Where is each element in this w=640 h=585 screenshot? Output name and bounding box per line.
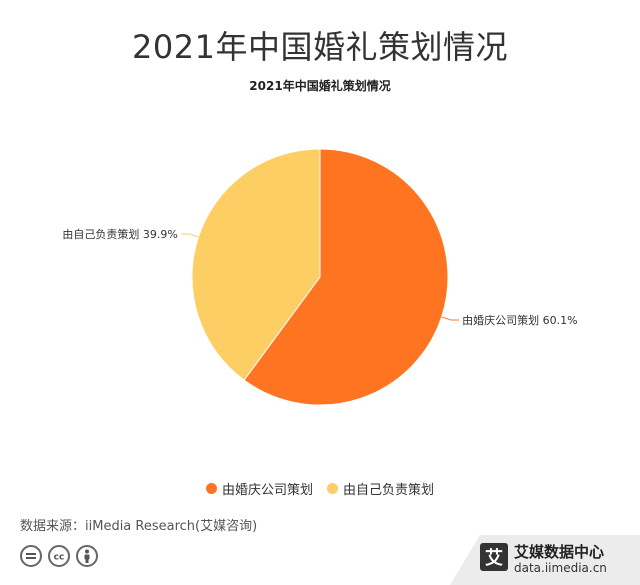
brand-url[interactable]: data.iimedia.cn xyxy=(514,561,607,575)
chart-subtitle: 2021年中国婚礼策划情况 xyxy=(249,79,391,93)
brand-logo-icon: 艾 xyxy=(480,543,508,571)
legend-item-self[interactable]: 由自己负责策划 xyxy=(327,479,434,498)
equals-icon xyxy=(20,545,42,567)
brand-name: 艾媒数据中心 xyxy=(514,543,605,561)
brand-block: 艾 艾媒数据中心 data.iimedia.cn xyxy=(480,535,640,585)
person-icon xyxy=(76,545,98,567)
pie-slice-1[interactable] xyxy=(191,148,321,381)
leader-line-1 xyxy=(180,233,199,238)
slice-label-0: 由婚庆公司策划 60.1% xyxy=(462,313,577,327)
svg-text:cc: cc xyxy=(54,553,65,562)
legend-item-agency[interactable]: 由婚庆公司策划 xyxy=(205,479,313,498)
legend-label-agency: 由婚庆公司策划 xyxy=(221,483,313,498)
slice-label-1: 由自己负责策划 39.9% xyxy=(62,227,177,241)
license-icons: cc xyxy=(20,545,98,567)
legend-swatch-self xyxy=(327,483,338,494)
legend-label-self: 由自己负责策划 xyxy=(343,483,435,498)
page-title: 2021年中国婚礼策划情况 xyxy=(132,28,508,66)
legend-swatch-agency xyxy=(205,483,217,494)
leader-line-0 xyxy=(441,316,460,321)
legend: 由婚庆公司策划 由自己负责策划 xyxy=(0,479,640,498)
cc-icon: cc xyxy=(48,545,70,567)
source-text: 数据来源：iiMedia Research(艾媒咨询) xyxy=(20,519,258,534)
